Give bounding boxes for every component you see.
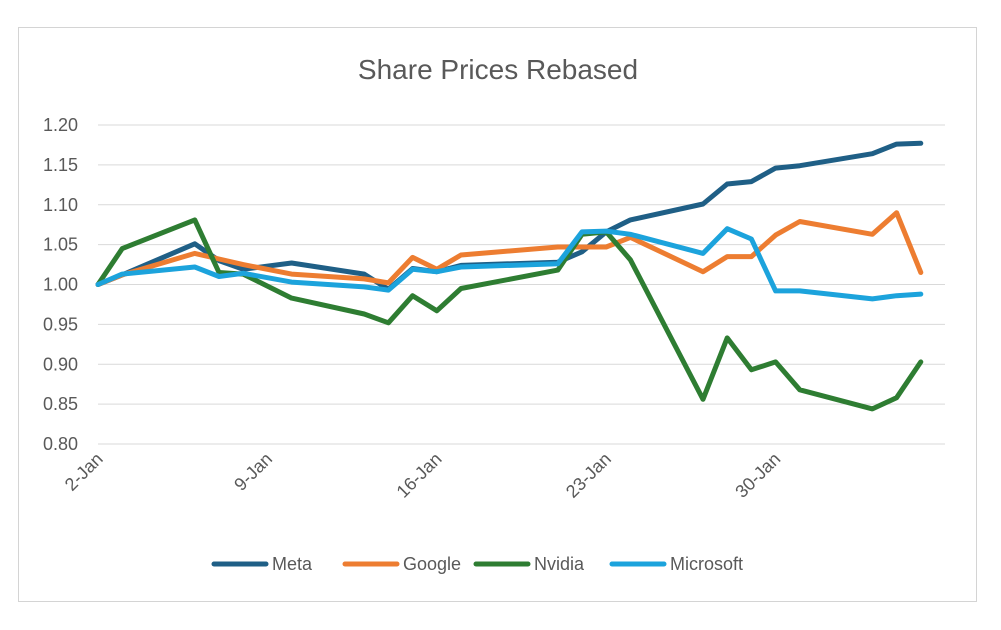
y-tick-label: 1.15 (43, 155, 78, 175)
series-lines (95, 140, 924, 412)
y-tick-label: 0.90 (43, 354, 78, 374)
y-tick-label: 0.80 (43, 434, 78, 454)
legend-label-microsoft: Microsoft (670, 554, 743, 574)
x-tick-label: 9-Jan (230, 449, 276, 495)
x-axis-ticks: 2-Jan 9-Jan 16-Jan 23-Jan 30-Jan (61, 449, 785, 502)
y-tick-label: 1.20 (43, 115, 78, 135)
legend-label-google: Google (403, 554, 461, 574)
legend: Meta Google Nvidia Microsoft (211, 554, 743, 574)
x-tick-label: 16-Jan (393, 449, 446, 502)
x-tick-label: 2-Jan (61, 449, 107, 495)
series-line-nvidia (95, 217, 924, 412)
y-tick-label: 0.95 (43, 314, 78, 334)
legend-label-nvidia: Nvidia (534, 554, 585, 574)
y-tick-label: 0.85 (43, 394, 78, 414)
legend-label-meta: Meta (272, 554, 313, 574)
series-line-google (95, 210, 924, 287)
y-axis-ticks: 1.20 1.15 1.10 1.05 1.00 0.95 0.90 0.85 0.80 (43, 115, 78, 454)
x-tick-label: 30-Jan (731, 449, 784, 502)
gridlines (98, 124, 945, 445)
y-tick-label: 1.05 (43, 235, 78, 255)
x-tick-label: 23-Jan (562, 449, 615, 502)
chart-frame (18, 27, 977, 602)
series-line-microsoft (95, 226, 924, 302)
chart-title: Share Prices Rebased (358, 54, 638, 85)
y-tick-label: 1.00 (43, 275, 78, 295)
y-tick-label: 1.10 (43, 195, 78, 215)
